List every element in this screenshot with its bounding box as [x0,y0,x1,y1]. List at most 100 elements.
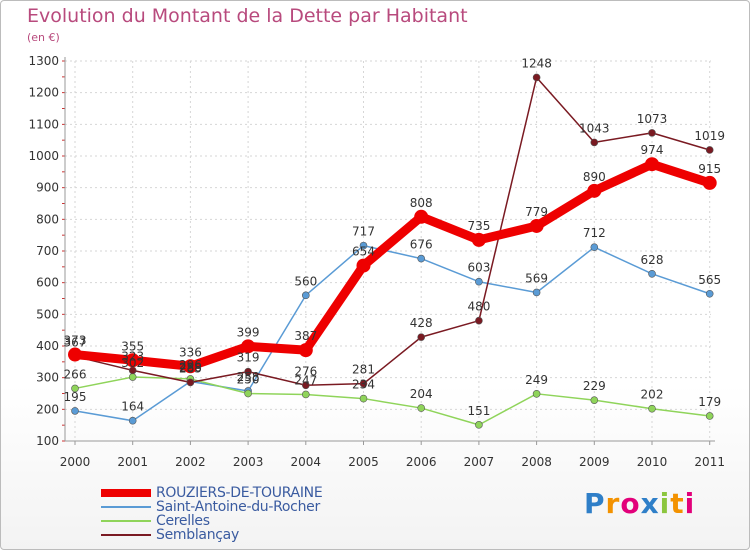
x-tick-label: 2002 [175,455,206,469]
data-label-saint-antoine: 288 [179,360,202,374]
legend-swatch-cerelles [101,520,151,522]
data-label-cerelles: 250 [237,373,260,387]
chart-legend: ROUZIERS-DE-TOURAINE Saint-Antoine-du-Ro… [101,485,431,543]
data-point-rouziers [645,157,659,172]
data-point-semblancay [244,367,252,376]
y-tick-label: 600 [36,276,59,290]
data-point-rouziers [241,339,256,354]
data-point-saint-antoine [417,254,426,263]
data-label-cerelles: 247 [294,373,317,387]
legend-label-semblancay: Semblançay [156,527,239,543]
data-point-rouziers [125,353,140,368]
data-point-semblancay [301,381,310,390]
data-point-semblancay [705,146,714,154]
data-point-semblancay [475,316,483,325]
data-label-semblancay: 319 [237,351,260,365]
data-point-rouziers [414,209,429,224]
data-label-semblancay: 1043 [579,121,610,135]
y-tick-label: 800 [36,212,59,226]
legend-item-cerelles: Cerelles [101,513,431,529]
chart-plot: 100 200 300 400 500 600 700 800 900 1000 1100 1200 1… [28,54,725,469]
data-point-rouziers [587,183,602,198]
legend-item-semblancay: Semblançay [101,527,431,543]
data-point-saint-antoine [532,288,541,297]
y-tick-label: 500 [36,307,59,321]
legend-label-rouziers: ROUZIERS-DE-TOURAINE [156,485,323,501]
data-point-rouziers [471,232,486,247]
data-label-saint-antoine: 195 [64,390,87,404]
series-line-cerelles [74,376,711,426]
legend-item-rouziers: ROUZIERS-DE-TOURAINE [101,485,431,501]
legend-swatch-rouziers [101,489,151,497]
data-label-cerelles: 249 [525,373,548,387]
data-label-cerelles: 266 [64,367,87,381]
data-label-cerelles: 202 [641,388,664,402]
series-line-saint-antoine [74,244,711,422]
x-tick-label: 2005 [348,455,379,469]
x-tick-label: 2009 [579,455,610,469]
chart-title: Evolution du Montant de la Dette par Hab… [27,5,468,27]
data-label-cerelles: 296 [179,358,202,372]
data-point-rouziers [702,175,717,190]
logo-letter: i [684,487,696,520]
y-tick-label: 900 [36,181,59,195]
data-point-cerelles [590,396,599,404]
data-label-saint-antoine: 717 [352,225,375,239]
data-point-cerelles [475,421,483,429]
data-point-saint-antoine [475,277,483,286]
data-point-semblancay [648,129,656,137]
data-point-cerelles [532,390,541,398]
data-label-semblancay: 281 [352,363,375,377]
data-label-semblancay: 1073 [637,112,668,126]
data-point-saint-antoine [648,269,656,278]
legend-swatch-semblancay [101,534,151,536]
data-label-rouziers: 654 [352,245,375,259]
y-tick-label: 200 [36,402,59,416]
data-point-semblancay [186,378,195,387]
data-label-saint-antoine: 569 [525,271,548,285]
data-point-cerelles [417,404,426,412]
legend-label-cerelles: Cerelles [156,513,210,529]
x-tick-label: 2003 [233,455,264,469]
logo-letter: x [640,487,660,520]
legend-swatch-saint-antoine [101,506,151,508]
data-label-rouziers: 373 [64,334,87,348]
y-tick-label: 1300 [28,54,59,68]
x-tick-label: 2007 [464,455,495,469]
x-tick-label: 2010 [637,455,668,469]
data-point-saint-antoine [590,243,599,251]
logo-letter: t [670,487,685,520]
data-point-rouziers [68,347,82,362]
y-tick-label: 1100 [28,117,59,131]
series-line-semblancay [74,76,711,387]
legend-item-saint-antoine: Saint-Antoine-du-Rocher [101,499,431,515]
data-point-cerelles [301,390,310,399]
logo-letter: i [659,487,671,520]
data-label-saint-antoine: 164 [121,400,144,414]
proxiti-logo: Proxiti [584,487,695,520]
data-label-rouziers: 355 [121,339,144,353]
data-label-rouziers: 890 [583,170,606,184]
data-label-semblancay: 428 [410,316,433,330]
data-label-saint-antoine: 560 [294,274,317,288]
data-label-saint-antoine: 603 [467,261,490,275]
logo-letter: P [584,487,606,520]
data-label-cerelles: 179 [698,395,721,409]
data-point-cerelles [359,394,368,403]
y-tick-label: 700 [36,244,59,258]
data-point-saint-antoine [71,407,79,415]
data-point-cerelles [71,384,79,393]
data-point-saint-antoine [128,416,137,425]
data-label-semblancay: 1019 [694,129,725,143]
data-label-saint-antoine: 258 [237,370,260,384]
data-label-cerelles: 302 [121,356,144,370]
data-label-semblancay: 480 [467,300,490,314]
x-tick-label: 2004 [291,455,322,469]
legend-label-saint-antoine: Saint-Antoine-du-Rocher [156,499,320,515]
data-point-rouziers [529,218,544,233]
data-label-cerelles: 151 [467,404,490,418]
data-point-cerelles [648,404,656,413]
data-label-cerelles: 234 [352,378,375,392]
data-point-rouziers [183,359,198,374]
